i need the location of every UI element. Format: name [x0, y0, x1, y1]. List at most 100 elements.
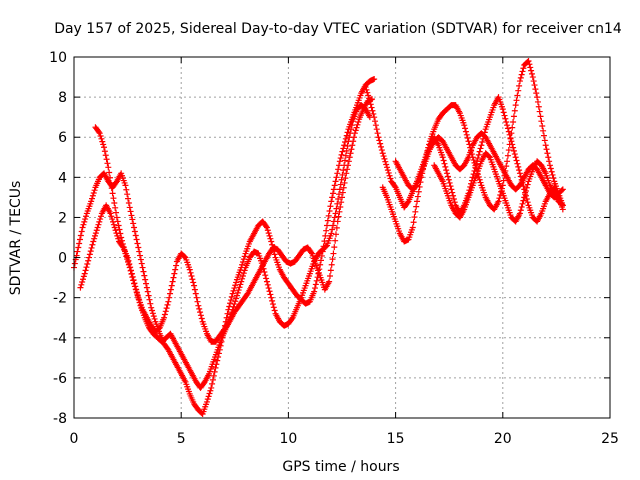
- data-point: [134, 291, 141, 298]
- data-point: [331, 214, 338, 221]
- data-point: [510, 118, 517, 125]
- data-point: [208, 384, 215, 391]
- data-point: [236, 284, 243, 291]
- data-point: [329, 190, 336, 197]
- data-point: [371, 114, 378, 121]
- data-point: [114, 232, 121, 239]
- data-point: [95, 129, 102, 136]
- x-tick-label: 0: [70, 431, 79, 447]
- data-point: [111, 200, 118, 207]
- data-point: [267, 235, 274, 242]
- data-point: [80, 221, 87, 228]
- data-point: [141, 272, 148, 279]
- data-point: [125, 261, 132, 268]
- data-point: [516, 210, 523, 217]
- data-point: [504, 125, 511, 132]
- series-track-d: [362, 84, 566, 225]
- data-point: [517, 74, 524, 81]
- data-point: [148, 304, 155, 311]
- data-point: [230, 287, 237, 294]
- data-point: [239, 261, 246, 268]
- data-point: [193, 294, 200, 301]
- data-point: [511, 107, 518, 114]
- data-point: [559, 202, 566, 209]
- data-point: [545, 154, 552, 161]
- data-point: [337, 204, 344, 211]
- data-point: [241, 253, 248, 260]
- data-point: [260, 265, 267, 272]
- data-point: [308, 249, 315, 256]
- series-track-c: [92, 102, 373, 345]
- data-point: [536, 108, 543, 115]
- data-point: [288, 315, 295, 322]
- data-point: [335, 191, 342, 198]
- data-point: [227, 300, 234, 307]
- data-point: [525, 58, 532, 65]
- data-point: [477, 145, 484, 152]
- data-point: [82, 216, 89, 223]
- data-point: [339, 148, 346, 155]
- data-point: [118, 234, 125, 241]
- data-point: [495, 198, 502, 205]
- data-point: [262, 272, 269, 279]
- data-point: [267, 291, 274, 298]
- data-point: [214, 357, 221, 364]
- y-tick-label: 0: [58, 251, 67, 267]
- data-point: [269, 301, 276, 308]
- data-point: [328, 230, 335, 237]
- data-point: [522, 187, 529, 194]
- y-tick-label: 2: [58, 210, 67, 226]
- data-point: [122, 182, 129, 189]
- data-point: [136, 248, 143, 255]
- data-point: [446, 179, 453, 186]
- x-tick-label: 15: [387, 431, 405, 447]
- data-point: [210, 372, 217, 379]
- data-point: [125, 195, 132, 202]
- data-point: [502, 115, 509, 122]
- data-point: [90, 189, 97, 196]
- data-point: [92, 232, 99, 239]
- data-point: [463, 131, 470, 138]
- data-point: [342, 139, 349, 146]
- data-point: [209, 380, 216, 387]
- data-point: [345, 158, 352, 165]
- data-point: [110, 221, 117, 228]
- data-point: [518, 71, 525, 78]
- data-point: [79, 279, 86, 286]
- data-point: [329, 226, 336, 233]
- data-point: [443, 167, 450, 174]
- data-point: [80, 273, 87, 280]
- data-point: [237, 281, 244, 288]
- data-point: [99, 138, 106, 145]
- data-point: [528, 67, 535, 74]
- data-point: [412, 208, 419, 215]
- data-point: [104, 160, 111, 167]
- data-point: [329, 256, 336, 263]
- data-point: [513, 157, 520, 164]
- data-point: [537, 113, 544, 120]
- y-axis-label: SDTVAR / TECUs: [8, 181, 24, 296]
- data-point: [332, 178, 339, 185]
- x-tick-label: 25: [601, 431, 619, 447]
- data-point: [232, 298, 239, 305]
- data-point: [386, 172, 393, 179]
- y-tick-label: 8: [58, 90, 67, 106]
- data-point: [364, 89, 371, 96]
- data-point: [503, 118, 510, 125]
- data-point: [131, 280, 138, 287]
- data-point: [339, 189, 346, 196]
- data-point: [82, 267, 89, 274]
- data-point: [86, 254, 93, 261]
- data-point: [339, 171, 346, 178]
- data-point: [337, 181, 344, 188]
- data-point: [164, 301, 171, 308]
- data-point: [519, 68, 526, 75]
- data-point: [451, 199, 458, 206]
- data-point: [543, 146, 550, 153]
- data-point: [143, 280, 150, 287]
- data-point: [517, 207, 524, 214]
- data-point: [94, 224, 101, 231]
- series-track-a: [71, 76, 378, 417]
- x-axis-label: GPS time / hours: [282, 459, 399, 475]
- data-point: [239, 273, 246, 280]
